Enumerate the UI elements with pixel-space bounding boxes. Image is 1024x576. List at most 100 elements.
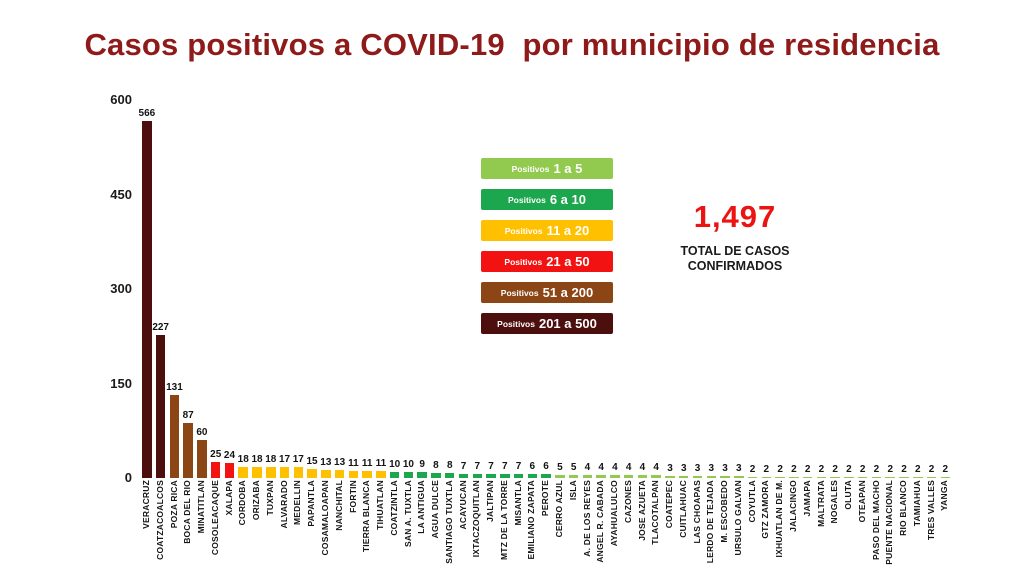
y-tick-label: 150 <box>110 375 132 391</box>
x-category-label: TIHUATLAN <box>375 480 386 530</box>
y-tick-label: 300 <box>110 281 132 296</box>
x-axis-labels: VERACRUZ COATZACOALCOS POZA RICA BOCA DEL R… <box>140 480 952 576</box>
total-cases-value: 1,497 <box>693 199 777 234</box>
bar <box>913 476 923 478</box>
legend-item-prefix: Positivos <box>497 318 535 329</box>
bar-column: 2 <box>856 100 870 478</box>
bar-column: 8 <box>443 100 457 478</box>
bar-value-label: 4 <box>653 462 659 474</box>
bar-column: 3 <box>663 100 677 478</box>
x-category-label: FORTIN <box>347 480 358 513</box>
bar-value-label: 11 <box>375 458 387 470</box>
bar-value-label: 6 <box>529 461 536 473</box>
x-category-label: ORIZABA <box>251 480 262 521</box>
bar-value-label: 4 <box>598 462 604 474</box>
bar-column: 6 <box>539 100 553 478</box>
bar-value-label: 4 <box>639 462 646 474</box>
bar-value-label: 2 <box>942 463 949 475</box>
bar <box>899 476 909 478</box>
bar-value-label: 17 <box>278 454 291 466</box>
x-category-label: YANGA <box>939 480 950 511</box>
bar <box>293 467 304 478</box>
bar-column: 87 <box>181 100 195 478</box>
bar-column: 17 <box>291 100 305 478</box>
bar-value-label: 2 <box>873 463 880 475</box>
x-category-label: TIERRA BLANCA <box>361 480 372 553</box>
page-title: Casos positivos a COVID-19 por municipio… <box>84 27 940 62</box>
bar <box>155 335 166 478</box>
y-tick-label: 450 <box>110 186 132 202</box>
bar-column: 5 <box>553 100 567 478</box>
bar <box>761 476 772 478</box>
x-category-label: JALTIPAN <box>485 480 496 522</box>
bar-column: 4 <box>649 100 663 478</box>
legend-item-range: 6 a 10 <box>549 192 586 207</box>
bars-container: 566 227 131 87 60 25 24 18 18 18 17 17 15 13 13 11 11 11 1… <box>139 100 952 478</box>
bar-column: 4 <box>594 100 608 478</box>
x-category-label: COSAMALOAPAN <box>319 480 330 556</box>
x-category-label: NOGALES <box>829 480 840 524</box>
bar-value-label: 4 <box>625 462 632 474</box>
bar-value-label: 3 <box>708 463 715 475</box>
x-category-label: COATZINTLA <box>388 480 399 536</box>
bar <box>747 476 758 478</box>
bar-value-label: 131 <box>166 382 183 394</box>
bar-column: 13 <box>319 100 333 478</box>
bar <box>555 474 565 478</box>
bar <box>802 476 813 478</box>
total-cases-label: TOTAL DE CASOS CONFIRMADOS <box>655 244 815 274</box>
bar-value-label: 2 <box>763 463 770 475</box>
bar-column: 18 <box>236 100 250 478</box>
x-category-label: JAMAPA <box>801 480 812 517</box>
bar <box>706 476 717 478</box>
x-category-label: COATZACOALCOS <box>154 480 165 560</box>
bar-column: 2 <box>828 100 842 478</box>
bar <box>472 473 482 478</box>
bar-column: 11 <box>374 100 388 478</box>
bar-value-label: 13 <box>320 456 332 468</box>
x-category-label: COATEPEC <box>664 480 675 529</box>
bar-value-label: 7 <box>488 460 494 472</box>
x-category-label: POZA RICA <box>168 480 179 529</box>
bar-value-label: 7 <box>515 460 522 472</box>
x-category-label: LAS CHOAPAS <box>691 480 702 544</box>
bar-column: 15 <box>305 100 319 478</box>
bar-column: 4 <box>636 100 650 478</box>
bar-column: 3 <box>691 100 705 478</box>
legend-item-prefix: Positivos <box>508 194 546 205</box>
x-category-label: PUENTE NACIONAL <box>884 480 895 565</box>
bar-column: 6 <box>525 100 539 478</box>
bar <box>816 476 827 478</box>
bar <box>224 462 235 478</box>
bar-value-label: 24 <box>223 449 236 461</box>
bar-column: 11 <box>360 100 374 478</box>
x-category-label: TAMIAHUA <box>911 480 922 527</box>
bar <box>596 475 606 478</box>
bar <box>183 423 193 478</box>
bar <box>651 475 661 478</box>
x-category-label: RIO BLANCO <box>898 480 909 536</box>
bar-value-label: 2 <box>777 463 783 475</box>
bar-value-label: 3 <box>722 463 728 475</box>
legend-item: Positivos 51 a 200 <box>481 282 613 303</box>
x-category-label: ACAYUCAN <box>457 480 468 530</box>
bar-value-label: 3 <box>736 463 742 475</box>
bar-column: 2 <box>938 100 952 478</box>
x-category-label: NANCHITAL <box>333 480 344 531</box>
bar <box>376 471 386 478</box>
bar <box>403 471 414 478</box>
x-category-label: PASO DEL MACHO <box>870 480 881 560</box>
bar <box>307 468 317 478</box>
bar-value-label: 9 <box>419 459 425 471</box>
bar-value-label: 10 <box>389 458 401 470</box>
bar-column: 18 <box>250 100 264 478</box>
x-category-label: M. ESCOBEDO <box>719 480 730 543</box>
bar-column: 5 <box>567 100 581 478</box>
legend-item: Positivos 1 a 5 <box>481 158 613 179</box>
bar-column: 9 <box>415 100 429 478</box>
bar-column: 10 <box>402 100 416 478</box>
x-category-label: PEROTE <box>540 480 551 517</box>
bar-value-label: 17 <box>292 454 304 466</box>
x-category-label: CORDOBA <box>237 480 248 526</box>
bar <box>926 476 937 478</box>
